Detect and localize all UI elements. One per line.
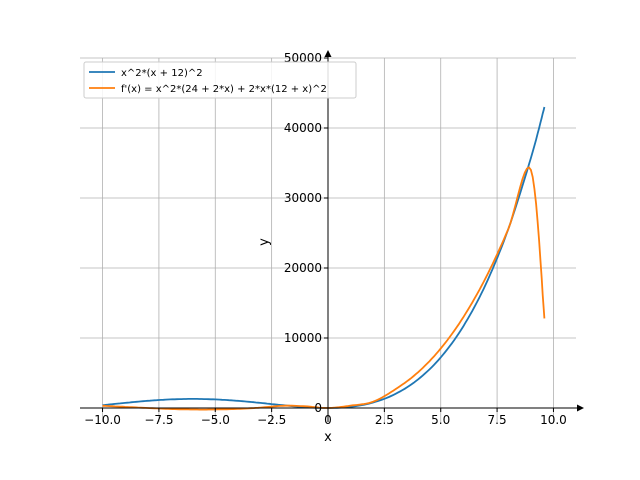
x-tick-label: 2.5 bbox=[375, 413, 394, 427]
y-tick-label: 10000 bbox=[284, 331, 322, 345]
x-tick-label: −2.5 bbox=[257, 413, 286, 427]
series-1-line bbox=[102, 106, 546, 409]
x-tick-label: 7.5 bbox=[488, 413, 507, 427]
y-tick-label: 20000 bbox=[284, 261, 322, 275]
y-axis-label: y bbox=[257, 238, 272, 246]
y-tick-label: 30000 bbox=[284, 191, 322, 205]
x-axis-label: x bbox=[324, 430, 332, 445]
y-tick-label: 0 bbox=[314, 401, 322, 415]
x-tick-label: 0 bbox=[324, 413, 332, 427]
x-tick-label: −10.0 bbox=[84, 413, 121, 427]
x-axis-arrow bbox=[577, 404, 584, 412]
axes bbox=[80, 50, 584, 422]
legend-label-series-1: x^2*(x + 12)^2 bbox=[121, 68, 203, 79]
y-axis-arrow bbox=[324, 50, 332, 57]
legend-box bbox=[83, 61, 357, 99]
series-group bbox=[102, 106, 546, 411]
series-2-line bbox=[102, 166, 546, 411]
x-tick-label: 5.0 bbox=[431, 413, 450, 427]
x-tick-label: −5.0 bbox=[201, 413, 230, 427]
y-tick-label: 40000 bbox=[284, 121, 322, 135]
legend-label-series-2: f'(x) = x^2*(24 + 2*x) + 2*x*(12 + x)^2 bbox=[121, 84, 327, 95]
tick-labels: −10.0 −7.5 −5.0 −2.5 0 2.5 5.0 7.5 10.0 0 10000 200… bbox=[84, 51, 567, 427]
x-tick-label: −7.5 bbox=[144, 413, 173, 427]
x-tick-label: 10.0 bbox=[540, 413, 567, 427]
legend: x^2*(x + 12)^2 f'(x) = x^2*(24 + 2*x) + … bbox=[83, 61, 357, 99]
